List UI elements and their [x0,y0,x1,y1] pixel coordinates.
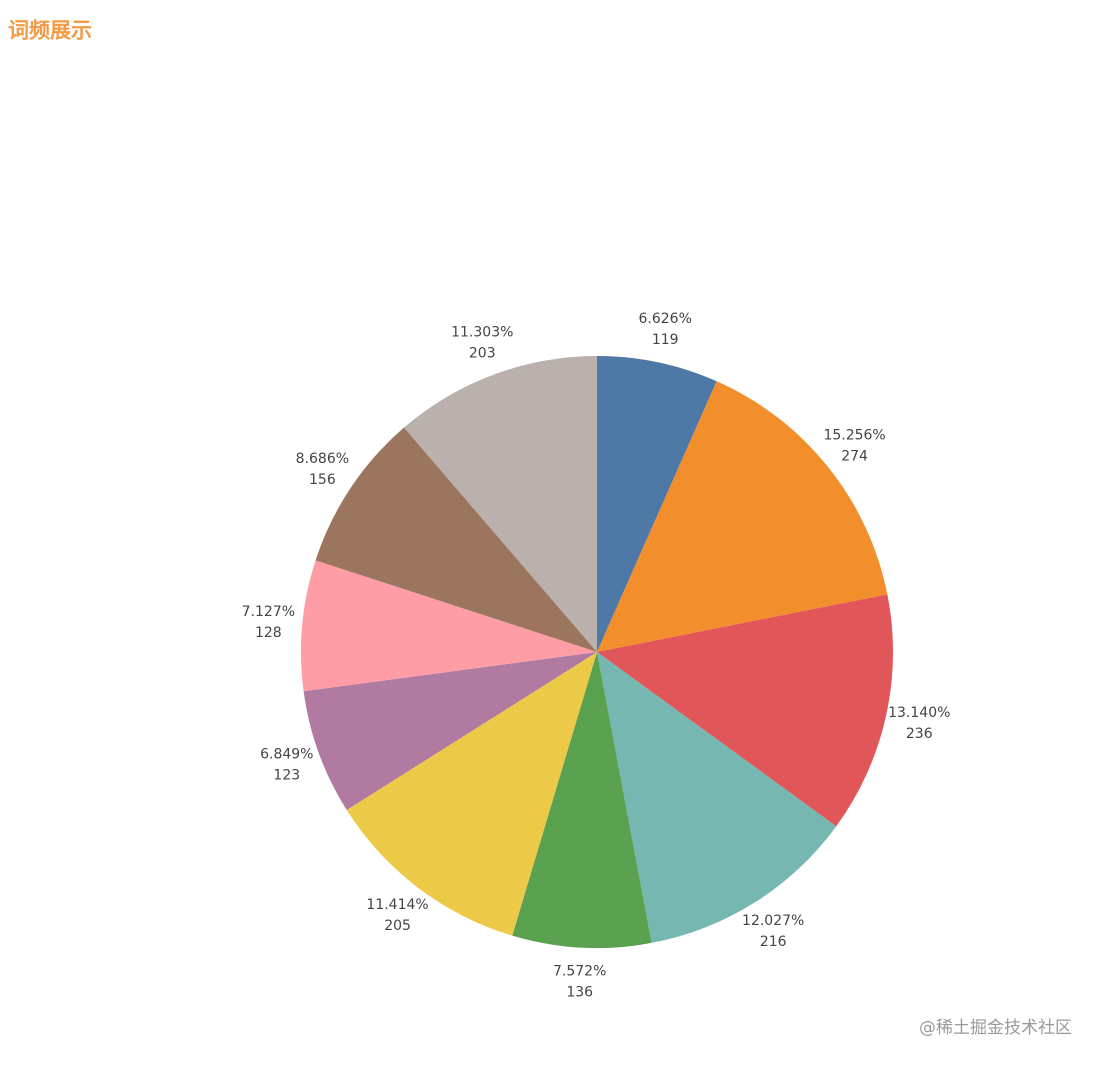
pie-slice [597,594,893,827]
pie-slice [404,356,597,652]
chart-title: 词频展示 [8,18,92,43]
percent-label: 15.256% [823,428,885,444]
value-label: 119 [652,332,679,348]
percent-label: 6.626% [639,311,692,327]
pie-slice [303,652,597,811]
value-label: 128 [255,625,282,641]
pie-slice [597,356,717,652]
value-label: 203 [469,346,496,362]
pie-slice [512,652,652,948]
value-label: 136 [566,985,593,1001]
value-label: 205 [384,918,411,934]
value-label: 236 [906,726,933,742]
pie-slice [315,427,597,652]
watermark: @稀土掘金技术社区 [919,1018,1072,1038]
percent-label: 6.849% [260,747,313,763]
percent-label: 7.572% [553,964,606,980]
percent-label: 11.303% [451,325,513,341]
value-label: 156 [309,472,336,488]
value-label: 216 [760,934,787,950]
value-label: 123 [273,768,300,784]
percent-label: 12.027% [742,913,804,929]
percent-label: 7.127% [242,604,295,620]
percent-label: 11.414% [366,897,428,913]
pie-slice [301,560,597,692]
pie-slice [597,652,837,943]
pie-slice [597,381,888,652]
value-label: 274 [841,449,868,465]
percent-label: 13.140% [888,705,950,721]
percent-label: 8.686% [296,451,349,467]
pie-slice [346,652,597,936]
